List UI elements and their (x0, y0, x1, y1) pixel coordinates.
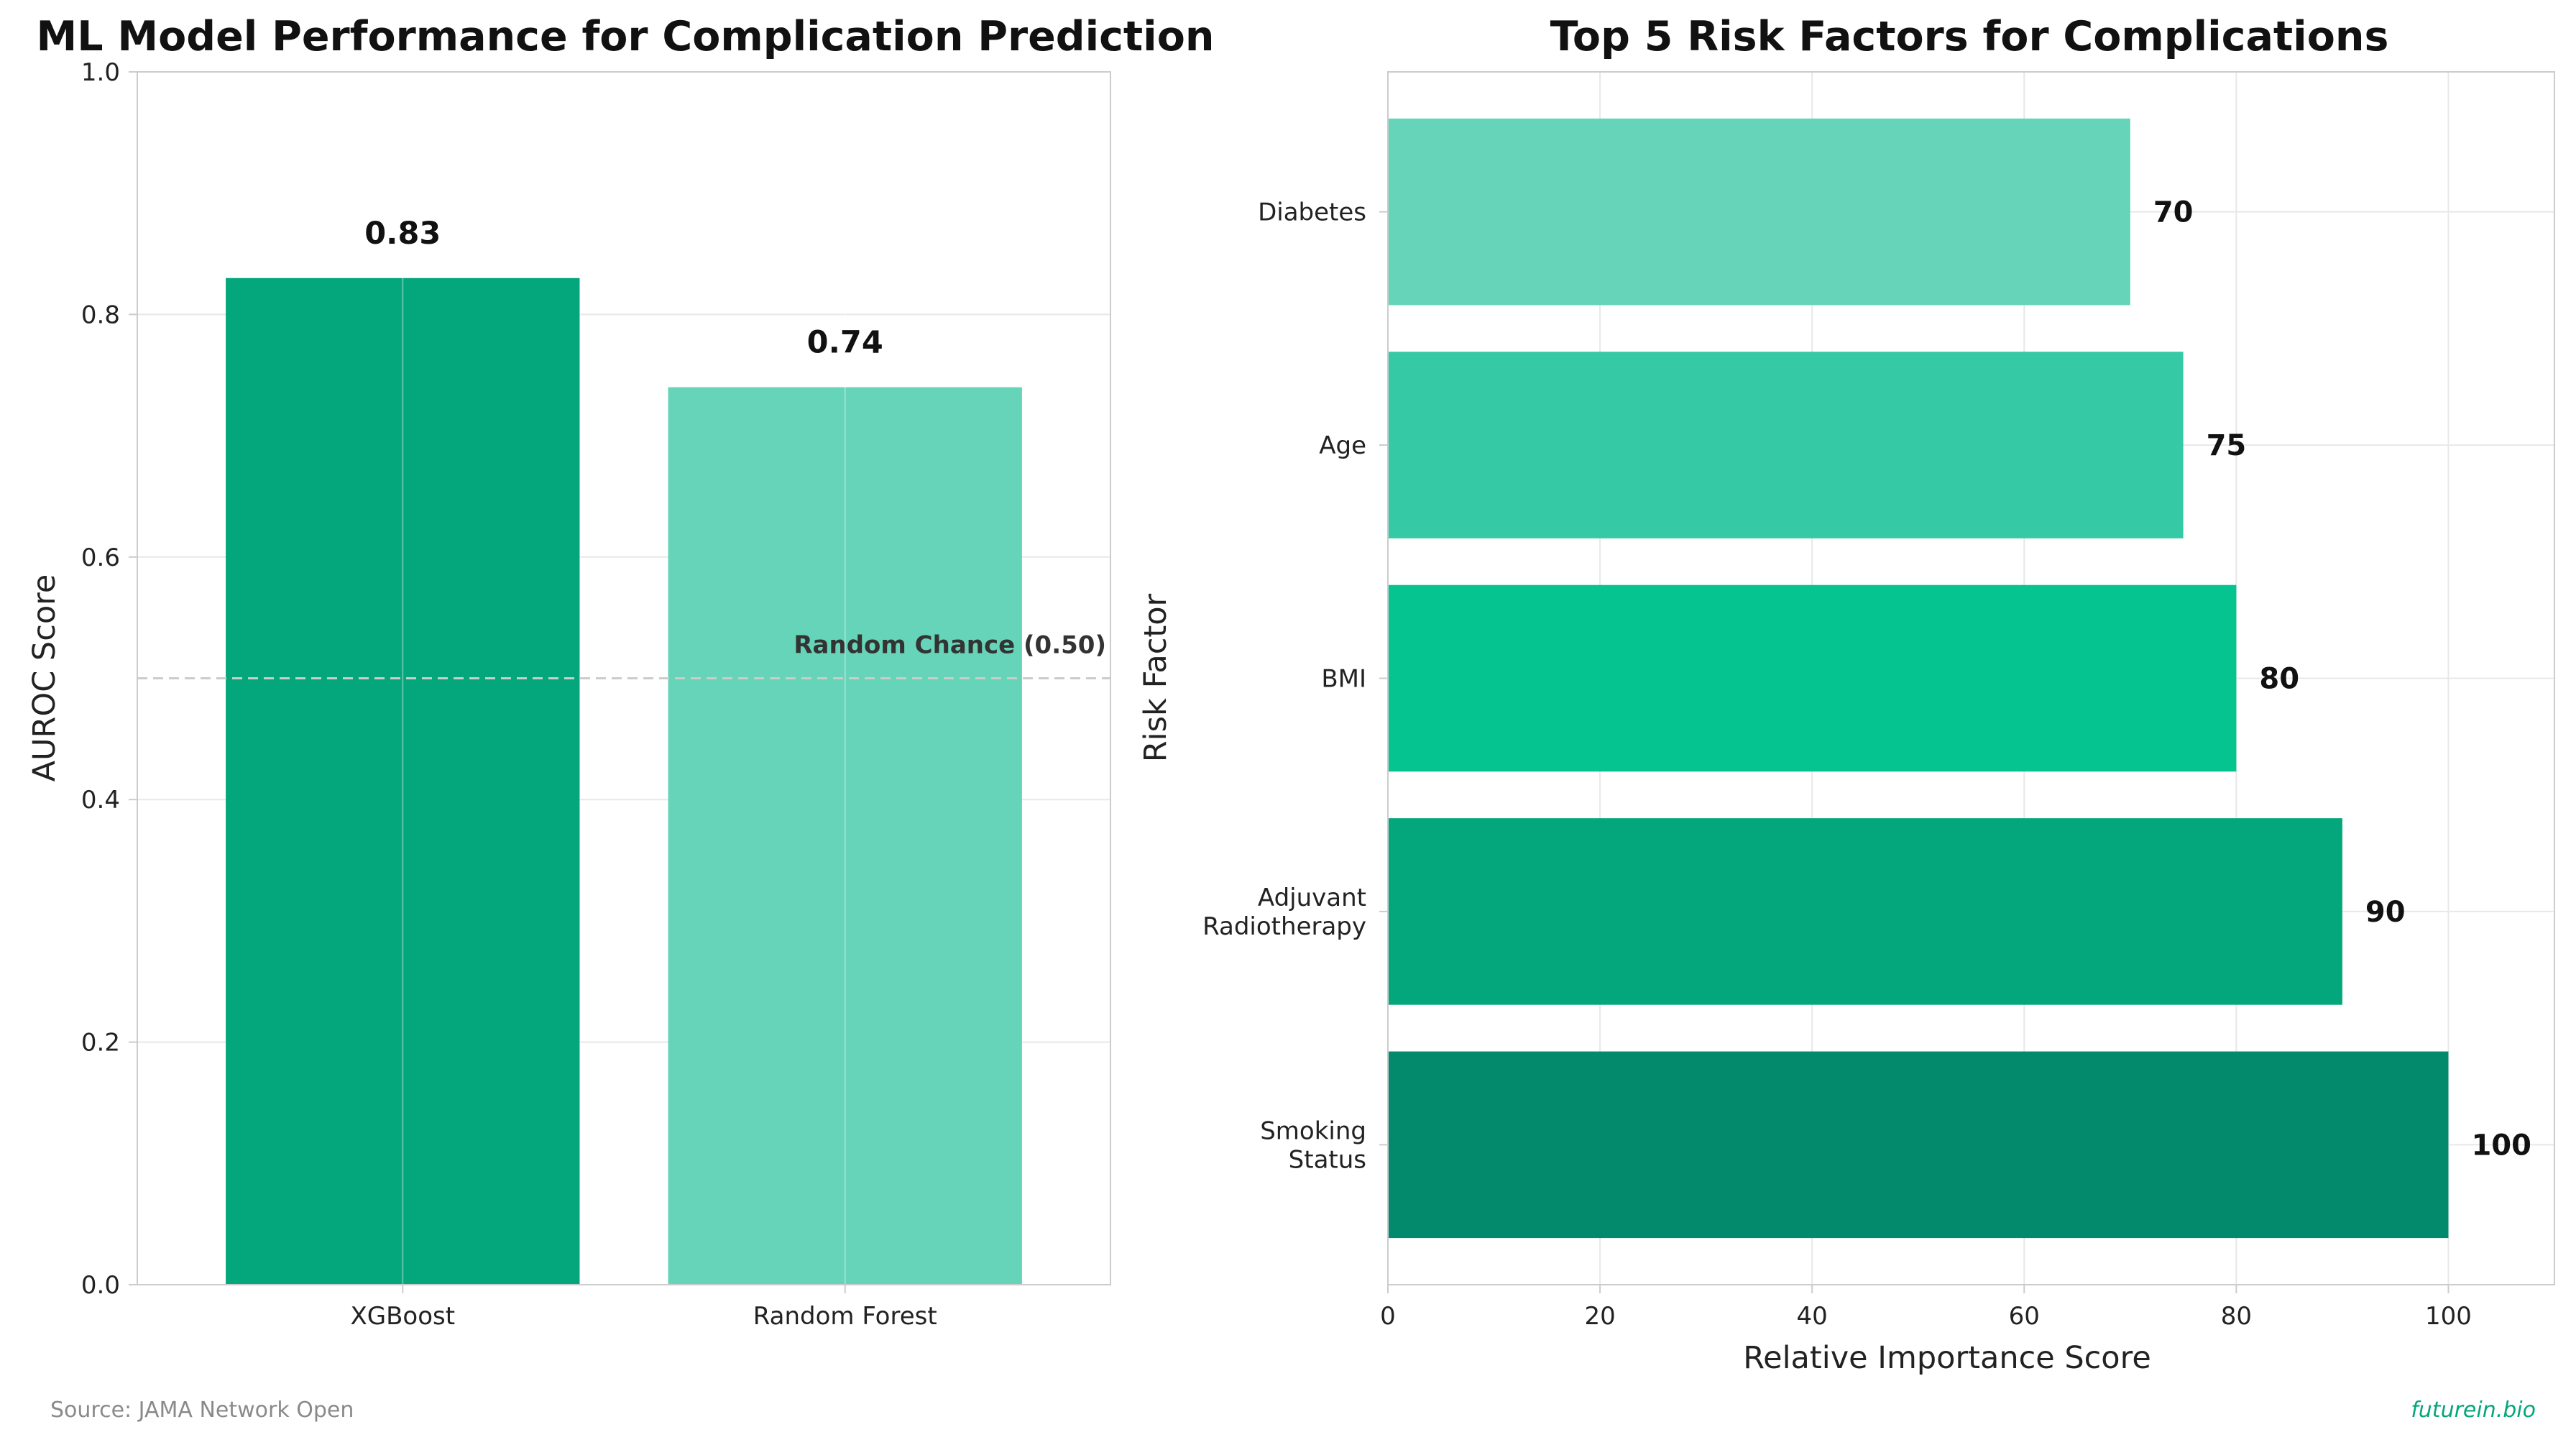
value-label-age: 75 (2207, 429, 2247, 462)
right-plot-frame (1387, 71, 2555, 1285)
right-x-tick-label: 100 (2425, 1302, 2472, 1331)
y-tick-label-bmi: BMI (1321, 665, 1366, 694)
right-chart-title: Top 5 Risk Factors for Complications (1550, 13, 2389, 60)
left-y-tick-label: 0.2 (81, 1029, 120, 1058)
value-label-smoking-status: 100 (2471, 1129, 2531, 1162)
bar-xgboost (226, 277, 580, 1285)
value-label-random-forest: 0.74 (807, 325, 883, 361)
bar-bmi (1388, 584, 2237, 772)
risk-factor-chart: Top 5 Risk Factors for Complications Ris… (1138, 13, 2555, 1376)
left-bars (226, 277, 1022, 1285)
left-y-tick-label: 0.0 (81, 1271, 120, 1300)
right-x-tick-label: 40 (1797, 1302, 1828, 1331)
value-label-diabetes: 70 (2153, 196, 2194, 229)
right-x-tick-label: 80 (2221, 1302, 2252, 1331)
right-y-tick-labels: Diabetes Age BMI Adjuvant Radiotherapy Smokin… (1202, 198, 1388, 1174)
y-tick-label-line: Smoking (1260, 1116, 1366, 1145)
y-tick-label-smoking-status: Smoking Status (1260, 1116, 1366, 1174)
y-tick-label-line: BMI (1321, 665, 1366, 694)
left-plot-frame (137, 71, 1111, 1285)
source-note: Source: JAMA Network Open (50, 1398, 354, 1423)
right-x-tick-label: 20 (1584, 1302, 1615, 1331)
left-y-tick-label: 0.4 (81, 786, 120, 815)
y-tick-label-line: Age (1319, 431, 1366, 460)
bar-adjuvant-radiotherapy (1388, 818, 2342, 1005)
y-tick-label-line: Diabetes (1258, 198, 1366, 227)
right-x-tick-label: 60 (2009, 1302, 2040, 1331)
x-tick-label-xgboost: XGBoost (350, 1302, 455, 1331)
left-y-tick-labels: 0.0 0.2 0.4 0.6 0.8 1.0 (81, 58, 137, 1300)
y-tick-label-line: Radiotherapy (1202, 912, 1366, 941)
right-x-tick-label: 0 (1380, 1302, 1396, 1331)
y-tick-label-age: Age (1319, 431, 1366, 460)
right-x-axis-label: Relative Importance Score (1743, 1340, 2151, 1376)
x-tick-label-random-forest: Random Forest (753, 1302, 937, 1331)
random-chance-label: Random Chance (0.50) (794, 631, 1106, 660)
right-y-axis-label: Risk Factor (1138, 593, 1174, 762)
bar-random-forest (668, 387, 1022, 1285)
left-x-tick-labels: XGBoost Random Forest (350, 1285, 937, 1331)
left-value-labels: 0.83 0.74 (364, 216, 883, 361)
model-performance-chart: ML Model Performance for Complication Pr… (27, 13, 1214, 1331)
value-label-bmi: 80 (2259, 663, 2299, 696)
left-y-tick-label: 1.0 (81, 58, 120, 87)
bar-smoking-status (1388, 1051, 2449, 1239)
y-tick-label-diabetes: Diabetes (1258, 198, 1366, 227)
left-vertical-gridlines (402, 72, 846, 1285)
bar-age (1388, 352, 2184, 538)
left-y-tick-label: 0.6 (81, 543, 120, 572)
right-x-tick-labels: 0 20 40 60 80 100 (1380, 1285, 2472, 1331)
y-tick-label-line: Status (1289, 1145, 1366, 1174)
random-chance-line-group: Random Chance (0.50) (137, 631, 1110, 679)
left-y-axis-label: AUROC Score (27, 574, 63, 782)
left-y-tick-label: 0.8 (81, 301, 120, 329)
left-chart-title: ML Model Performance for Complication Pr… (37, 13, 1215, 60)
value-label-adjuvant-radiotherapy: 90 (2365, 896, 2406, 929)
y-tick-label-adjuvant-radiotherapy: Adjuvant Radiotherapy (1202, 884, 1366, 941)
right-value-labels: 70 75 80 90 100 (2153, 196, 2531, 1162)
y-tick-label-line: Adjuvant (1258, 884, 1366, 912)
brand-watermark: futurein.bio (2411, 1398, 2536, 1423)
right-bars (1388, 118, 2449, 1239)
bar-diabetes (1388, 118, 2130, 306)
value-label-xgboost: 0.83 (364, 216, 441, 252)
